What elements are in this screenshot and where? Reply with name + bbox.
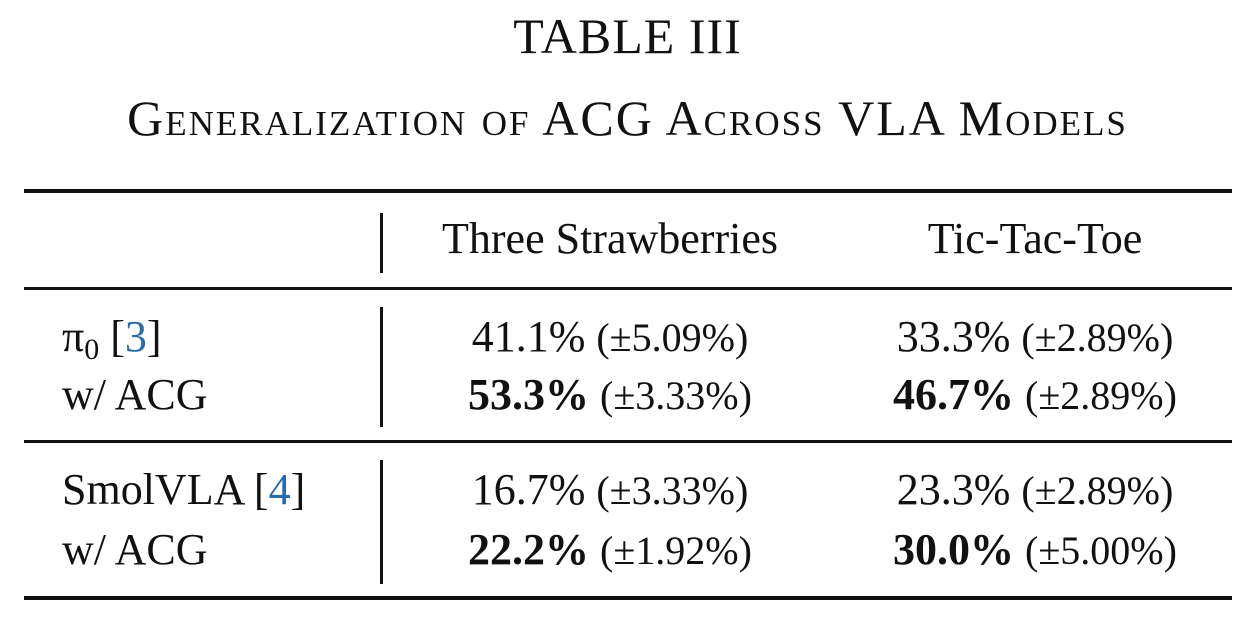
header-three-strawberries: Three Strawberries: [442, 214, 778, 263]
cell-std: (±5.00%): [1025, 528, 1177, 573]
column-separator: [380, 460, 383, 584]
table-cell: 30.0% (±5.00%): [830, 525, 1240, 576]
cell-std: (±3.33%): [600, 373, 752, 418]
table-cell: 23.3% (±2.89%): [830, 465, 1240, 516]
cell-value-bold: 22.2%: [468, 525, 590, 574]
model-name: SmolVLA: [62, 465, 243, 514]
citation-bracket: [: [110, 312, 125, 361]
table-cell: 16.7% (±3.33%): [400, 465, 820, 516]
citation-link[interactable]: 4: [268, 465, 291, 514]
cell-value: 33.3%: [896, 312, 1011, 361]
model-name: π: [62, 312, 85, 361]
cell-std: (±2.89%): [1025, 373, 1177, 418]
cell-value: 23.3%: [896, 465, 1011, 514]
citation-link[interactable]: 3: [124, 312, 147, 361]
header-rule: [24, 287, 1232, 290]
cell-std: (±2.89%): [1021, 315, 1174, 360]
cell-value-bold: 30.0%: [893, 525, 1015, 574]
model-subscript: 0: [84, 333, 100, 366]
top-rule: [24, 189, 1232, 193]
table-cell: 33.3% (±2.89%): [830, 312, 1240, 363]
citation-bracket: ]: [146, 312, 162, 361]
table-cell: 53.3% (±3.33%): [400, 370, 820, 421]
model-label-pi0: π0 [3]: [62, 312, 162, 375]
cell-value: 16.7%: [471, 465, 586, 514]
acg-label: w/ ACG: [62, 525, 208, 574]
column-separator: [380, 213, 383, 273]
group-rule: [24, 440, 1232, 443]
cell-std: (±3.33%): [596, 468, 749, 513]
table-cell: 22.2% (±1.92%): [400, 525, 820, 576]
citation-bracket: [: [253, 465, 269, 514]
acg-label: w/ ACG: [62, 370, 208, 419]
bottom-rule: [24, 596, 1232, 600]
cell-std: (±2.89%): [1021, 468, 1174, 513]
table-cell: 46.7% (±2.89%): [830, 370, 1240, 421]
cell-value-bold: 53.3%: [468, 370, 590, 419]
model-label-smolvla: SmolVLA [4]: [62, 465, 305, 515]
table-title: TABLE III: [513, 8, 742, 64]
column-separator: [380, 307, 383, 427]
table-caption: Generalization of ACG Across VLA Models: [127, 90, 1128, 146]
cell-value-bold: 46.7%: [893, 370, 1015, 419]
table-cell: 41.1% (±5.09%): [400, 312, 820, 363]
cell-std: (±5.09%): [596, 315, 749, 360]
header-tic-tac-toe: Tic-Tac-Toe: [927, 214, 1143, 263]
cell-std: (±1.92%): [600, 528, 752, 573]
citation-bracket: ]: [290, 465, 306, 514]
cell-value: 41.1%: [471, 312, 586, 361]
